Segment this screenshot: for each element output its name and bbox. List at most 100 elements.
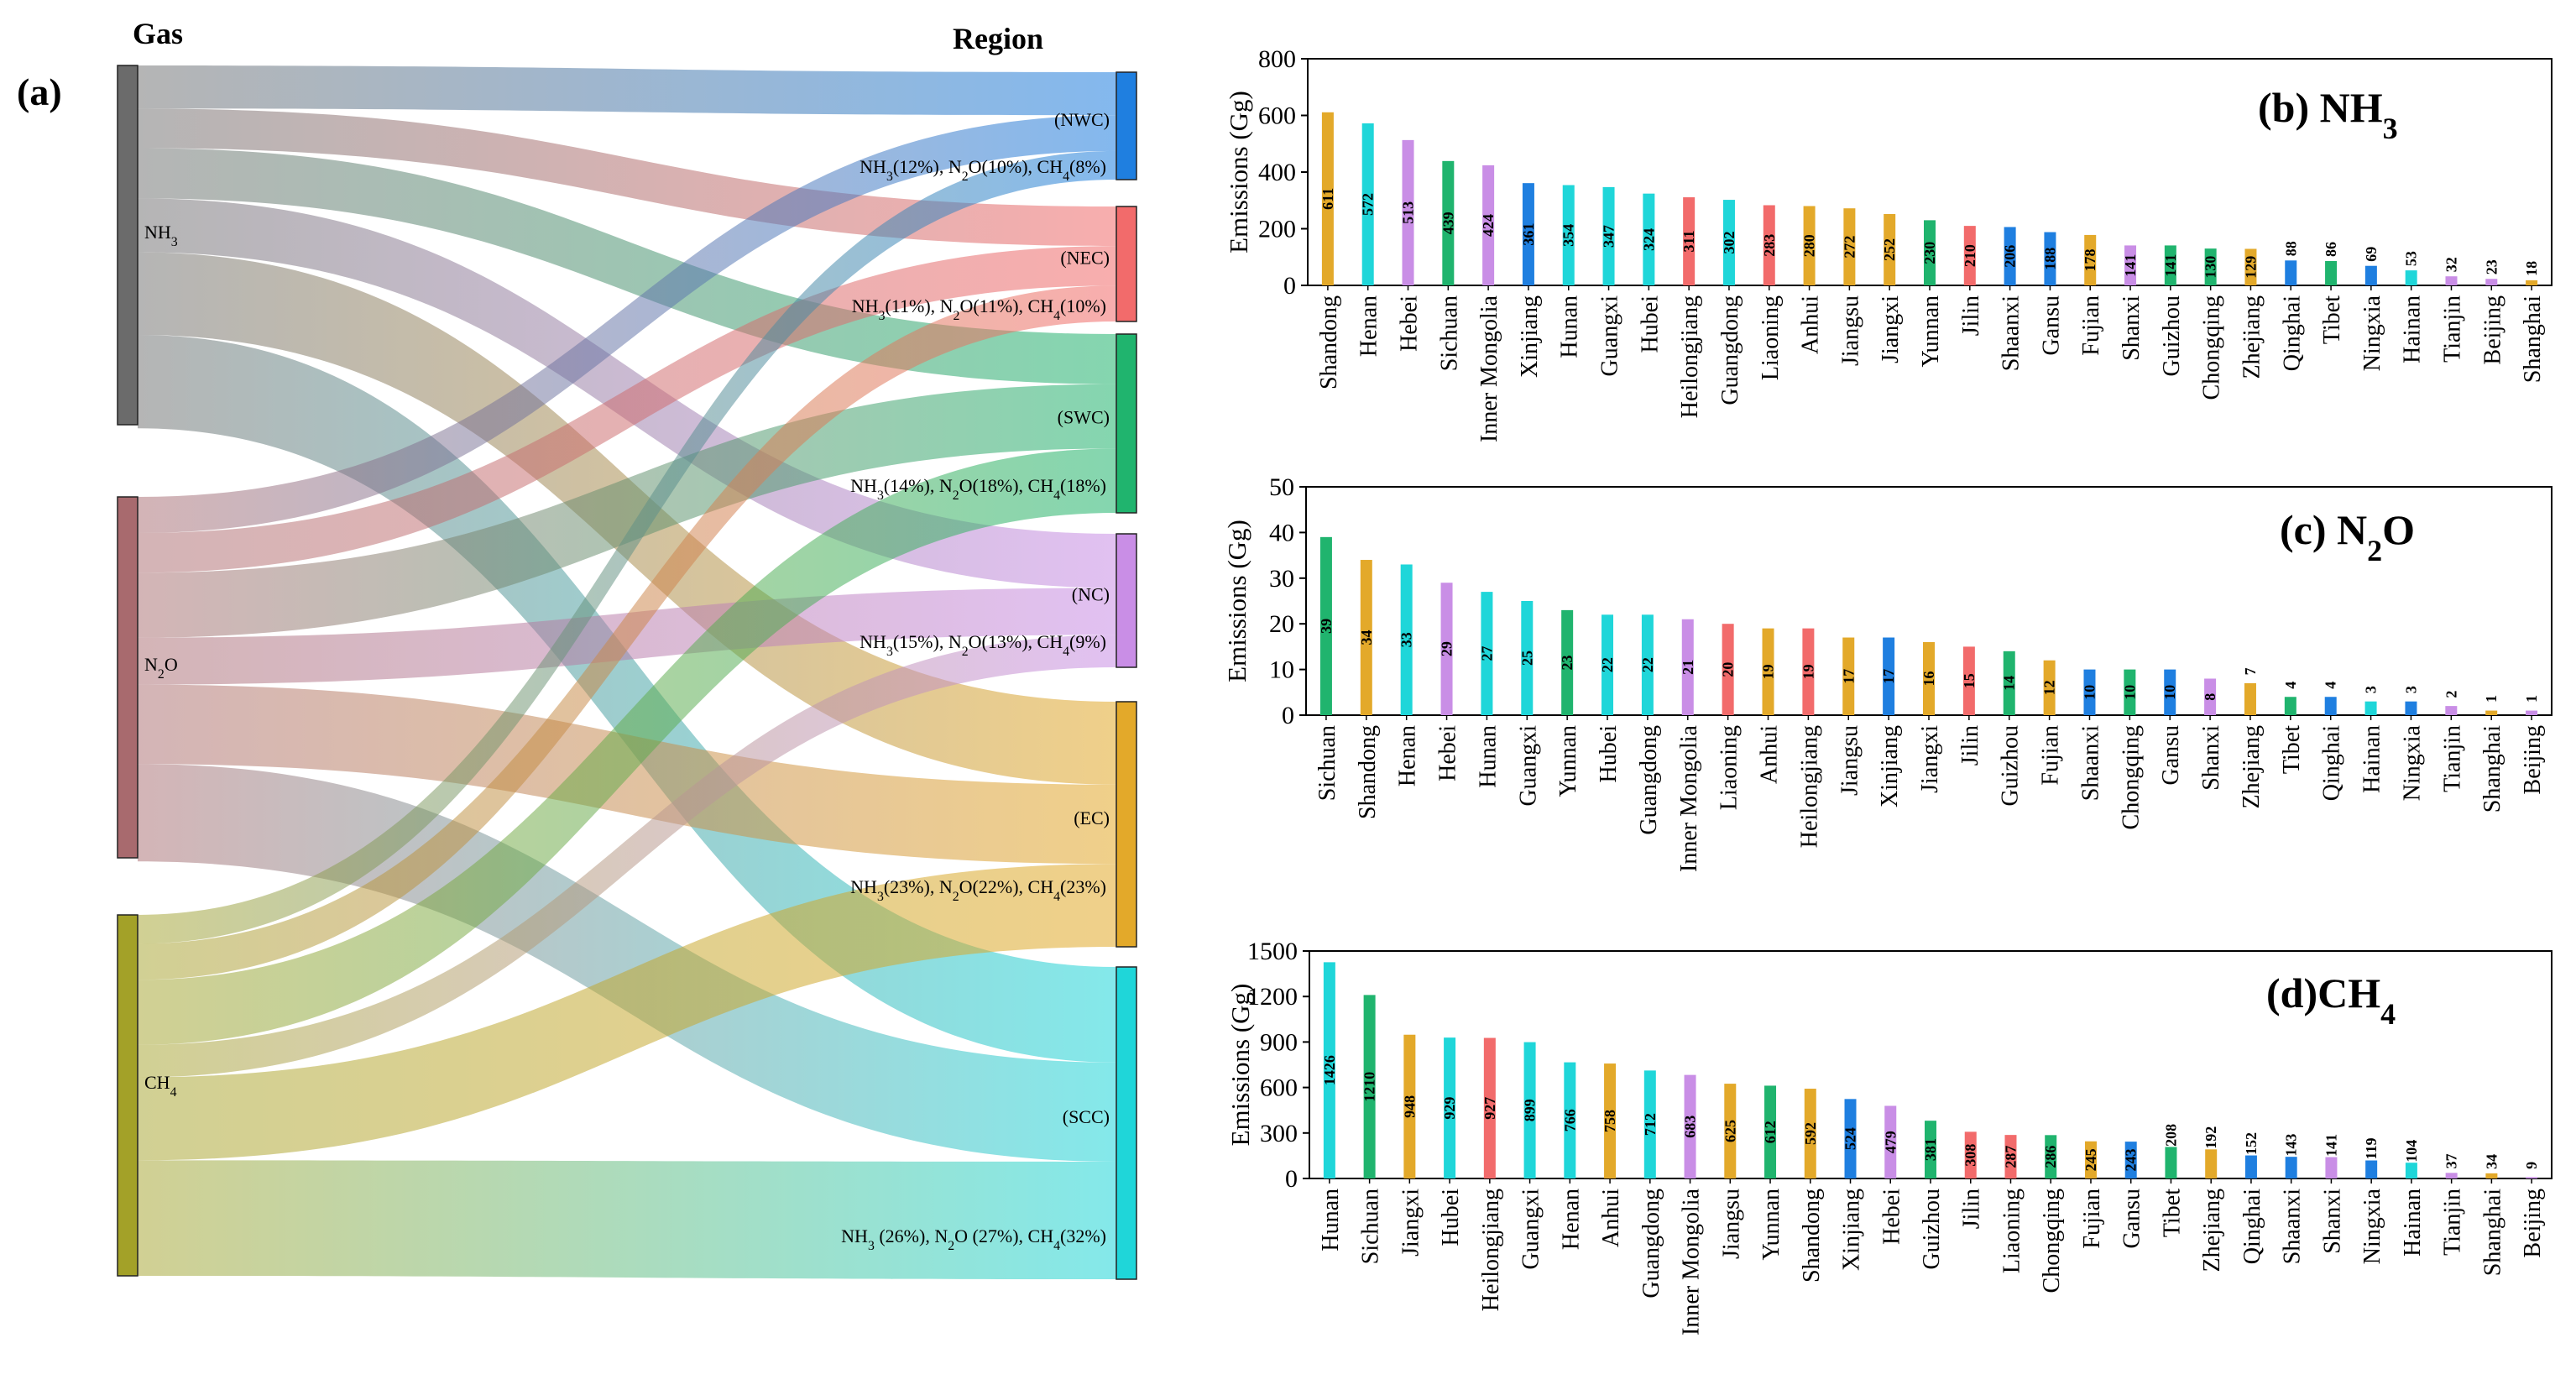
bar-inner-mongolia	[1684, 1074, 1696, 1178]
x-tick-label-fujian: Fujian	[2038, 725, 2064, 786]
bar-shaanxi	[2004, 227, 2016, 285]
bar-heilongjiang	[1802, 628, 1815, 715]
flow-nh3-nwc	[138, 65, 1116, 116]
bar-anhui	[1604, 1063, 1617, 1178]
value-label-guizhou: 381	[1922, 1138, 1939, 1161]
value-label-hebei: 29	[1439, 641, 1455, 656]
bar-shanghai	[2526, 280, 2538, 285]
flow-ch4-nwc	[138, 150, 1116, 944]
bar-gansu	[2164, 669, 2176, 715]
value-label-beijing: 1	[2523, 695, 2540, 703]
bar-jiangxi	[1403, 1034, 1416, 1178]
region-node-scc	[1116, 966, 1137, 1280]
x-tick-label-gansu: Gansu	[2158, 725, 2184, 786]
region-share-nec: NH3(11%), N2O(11%), CH4(10%)	[852, 295, 1106, 323]
x-tick-label-xinjiang: Xinjiang	[1839, 1189, 1865, 1271]
value-label-gansu: 188	[2041, 248, 2058, 270]
bar-shanxi	[2124, 245, 2137, 285]
x-tick-label-guangxi: Guangxi	[1597, 295, 1623, 377]
bar-anhui	[1803, 206, 1816, 285]
value-label-jiangxi: 16	[1920, 671, 1937, 686]
x-tick-label-heilongjiang: Heilongjiang	[1677, 295, 1703, 418]
bar-ningxia	[2364, 265, 2377, 285]
panel-a-label: (a)	[17, 71, 62, 113]
value-label-heilongjiang: 19	[1800, 664, 1816, 679]
y-tick-label: 10	[1269, 656, 1294, 684]
region-code-swc: (SWC)	[1058, 407, 1110, 428]
bar-shandong	[1360, 560, 1372, 715]
region-share-nc: NH3(15%), N2O(13%), CH4(9%)	[860, 631, 1106, 659]
x-tick-label-anhui: Anhui	[1757, 725, 1783, 784]
value-label-hainan: 104	[2403, 1140, 2420, 1163]
x-tick-label-yunnan: Yunnan	[1918, 295, 1944, 368]
y-tick-label: 0	[1285, 1165, 1298, 1193]
value-label-tianjin: 37	[2443, 1153, 2460, 1168]
x-tick-label-beijing: Beijing	[2520, 1189, 2546, 1257]
flow-ch4-nec	[138, 285, 1116, 980]
bar-jiangsu	[1843, 208, 1856, 285]
x-tick-label-hebei: Hebei	[1878, 1189, 1905, 1245]
bar-jilin	[1962, 646, 1975, 715]
x-tick-label-sichuan: Sichuan	[1436, 295, 1462, 371]
value-label-ningxia: 3	[2402, 686, 2419, 693]
value-label-chongqing: 286	[2042, 1146, 2059, 1168]
value-label-inner-mongolia: 683	[1682, 1116, 1699, 1138]
bar-henan	[1400, 564, 1413, 715]
x-tick-label-hunan: Hunan	[1557, 295, 1583, 358]
bar-jiangsu	[1724, 1084, 1737, 1178]
value-label-hunan: 1426	[1321, 1055, 1338, 1085]
x-tick-label-jiangxi: Jiangxi	[1878, 295, 1904, 363]
x-tick-label-guangxi: Guangxi	[1518, 1189, 1544, 1270]
y-tick-label: 50	[1269, 473, 1294, 501]
gas-label-ch4: CH4	[144, 1072, 177, 1100]
x-tick-label-jiangxi: Jiangxi	[1917, 725, 1943, 793]
bar-tianjin	[2445, 1173, 2458, 1178]
value-label-liaoning: 20	[1720, 662, 1737, 677]
x-tick-label-shanxi: Shanxi	[2119, 295, 2145, 361]
x-tick-label-heilongjiang: Heilongjiang	[1796, 725, 1822, 848]
x-tick-label-chongqing: Chongqing	[2199, 295, 2225, 400]
x-tick-label-guangdong: Guangdong	[1717, 295, 1743, 405]
bar-henan	[1564, 1062, 1576, 1178]
bar-heilongjiang	[1683, 197, 1696, 285]
bar-shanxi	[2325, 1157, 2338, 1178]
value-label-xinjiang: 17	[1880, 669, 1897, 684]
y-axis-label: Emissions (Gg)	[1224, 91, 1253, 253]
value-label-guangxi: 347	[1601, 225, 1617, 248]
x-tick-label-gansu: Gansu	[2038, 295, 2064, 356]
region-node-ec	[1116, 701, 1137, 948]
value-label-yunnan: 230	[1921, 242, 1938, 264]
flow-ch4-scc	[138, 1160, 1116, 1279]
value-label-jilin: 210	[1962, 244, 1978, 267]
value-label-jiangsu: 17	[1840, 669, 1857, 684]
bar-gansu	[2124, 1142, 2137, 1178]
chart-title: (b) NH3	[2258, 84, 2398, 145]
bar-yunnan	[1924, 220, 1936, 285]
value-label-xinjiang: 361	[1520, 223, 1537, 246]
bar-chongqing	[2204, 248, 2217, 285]
bar-tibet	[2325, 260, 2338, 285]
x-tick-label-qinghai: Qinghai	[2279, 295, 2305, 371]
x-tick-label-anhui: Anhui	[1598, 1189, 1624, 1247]
region-node-nwc	[1116, 71, 1137, 180]
bar-guangdong	[1643, 1070, 1656, 1178]
bar-inner-mongolia	[1681, 619, 1694, 715]
y-tick-label: 40	[1269, 519, 1294, 546]
value-label-tibet: 208	[2162, 1124, 2179, 1147]
value-label-guangxi: 25	[1518, 651, 1535, 666]
x-tick-label-jiangsu: Jiangsu	[1837, 295, 1863, 366]
value-label-hubei: 929	[1441, 1097, 1458, 1120]
y-tick-label: 800	[1258, 45, 1296, 73]
sankey-diagram: (a) Gas Region NH3 N2O CH4 (NWC) NH3(12%), N2O(…	[17, 17, 1137, 1280]
value-label-jiangsu: 272	[1841, 236, 1858, 259]
bar-sichuan	[1319, 536, 1332, 715]
bar-xinjiang	[1844, 1099, 1857, 1178]
x-tick-label-hebei: Hebei	[1397, 295, 1423, 352]
bar-zhejiang	[2205, 1149, 2218, 1178]
x-tick-label-inner-mongolia: Inner Mongolia	[1676, 724, 1702, 872]
y-tick-label: 1500	[1247, 938, 1298, 965]
bar-xinjiang	[1883, 637, 1895, 715]
x-tick-label-ningxia: Ningxia	[2399, 724, 2425, 801]
